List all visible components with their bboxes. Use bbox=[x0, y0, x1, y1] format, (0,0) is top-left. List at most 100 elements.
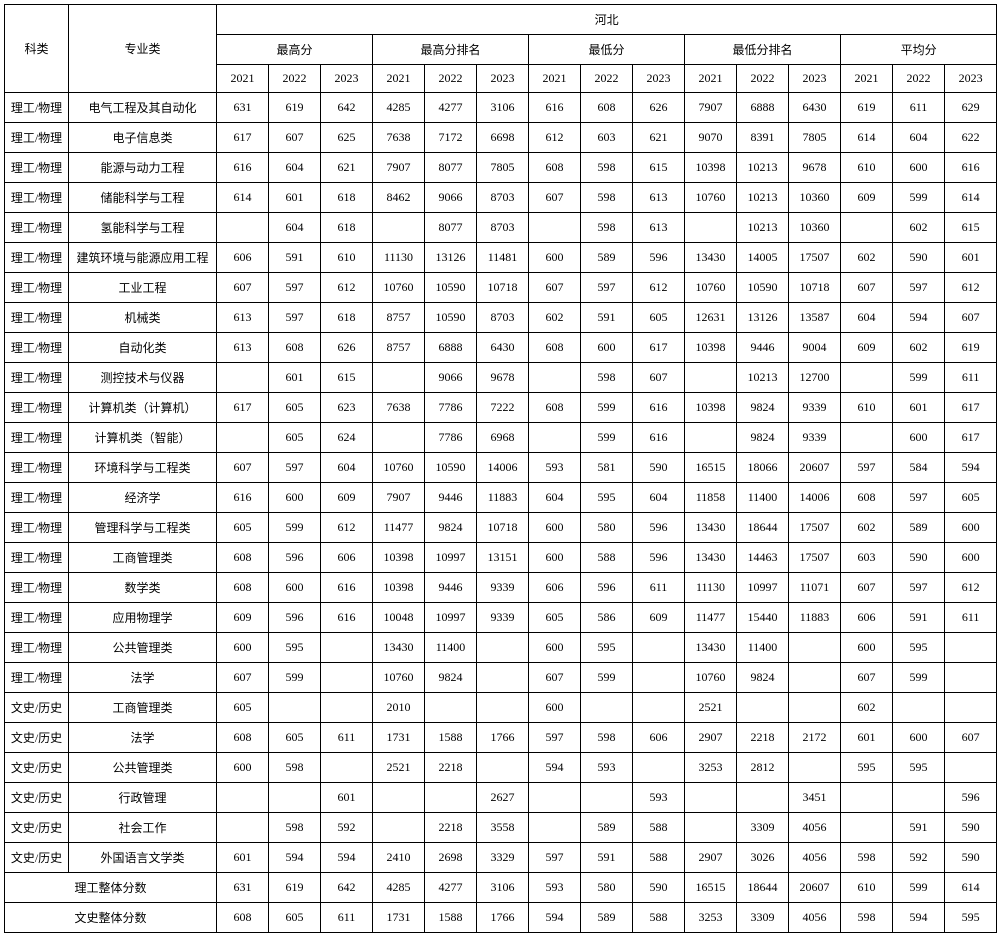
cell-value: 10718 bbox=[477, 513, 529, 543]
header-year: 2023 bbox=[477, 65, 529, 93]
cell-value: 606 bbox=[321, 543, 373, 573]
cell-value: 10048 bbox=[373, 603, 425, 633]
cell-value: 594 bbox=[529, 903, 581, 933]
cell-value bbox=[841, 363, 893, 393]
cell-major: 经济学 bbox=[69, 483, 217, 513]
table-row: 理工/物理管理科学与工程类605599612114779824107186005… bbox=[5, 513, 997, 543]
table-row: 文史/历史外国语言文学类6015945942410269833295975915… bbox=[5, 843, 997, 873]
cell-value: 2218 bbox=[425, 753, 477, 783]
cell-value bbox=[581, 693, 633, 723]
cell-value: 595 bbox=[581, 633, 633, 663]
cell-value: 8703 bbox=[477, 183, 529, 213]
cell-value bbox=[685, 813, 737, 843]
cell-value: 619 bbox=[841, 93, 893, 123]
cell-value: 596 bbox=[269, 543, 321, 573]
cell-value: 598 bbox=[581, 363, 633, 393]
cell-value: 617 bbox=[633, 333, 685, 363]
cell-value: 602 bbox=[841, 513, 893, 543]
cell-value: 13126 bbox=[425, 243, 477, 273]
cell-value: 597 bbox=[269, 303, 321, 333]
table-row: 文史/历史社会工作5985922218355858958833094056591… bbox=[5, 813, 997, 843]
cell-value: 614 bbox=[841, 123, 893, 153]
cell-value: 624 bbox=[321, 423, 373, 453]
table-row: 理工/物理电子信息类617607625763871726698612603621… bbox=[5, 123, 997, 153]
cell-value: 598 bbox=[581, 213, 633, 243]
cell-value: 602 bbox=[841, 243, 893, 273]
cell-value bbox=[321, 753, 373, 783]
cell-value: 11400 bbox=[425, 633, 477, 663]
cell-value: 615 bbox=[321, 363, 373, 393]
cell-value bbox=[841, 813, 893, 843]
cell-value: 11858 bbox=[685, 483, 737, 513]
cell-value: 9446 bbox=[425, 483, 477, 513]
cell-value: 619 bbox=[269, 93, 321, 123]
cell-value: 10590 bbox=[425, 453, 477, 483]
cell-value: 589 bbox=[893, 513, 945, 543]
cell-value: 604 bbox=[269, 213, 321, 243]
cell-value: 595 bbox=[893, 633, 945, 663]
cell-value: 595 bbox=[893, 753, 945, 783]
cell-category: 理工/物理 bbox=[5, 183, 69, 213]
table-row: 理工/物理数学类60860061610398944693396065966111… bbox=[5, 573, 997, 603]
cell-value: 14006 bbox=[789, 483, 841, 513]
cell-value: 616 bbox=[321, 603, 373, 633]
cell-value: 590 bbox=[893, 543, 945, 573]
cell-value: 10213 bbox=[737, 183, 789, 213]
cell-value: 642 bbox=[321, 93, 373, 123]
header-year: 2021 bbox=[685, 65, 737, 93]
cell-category: 理工/物理 bbox=[5, 393, 69, 423]
cell-value: 9824 bbox=[425, 663, 477, 693]
cell-value: 615 bbox=[633, 153, 685, 183]
cell-value: 6430 bbox=[477, 333, 529, 363]
cell-value bbox=[373, 363, 425, 393]
cell-value: 617 bbox=[945, 423, 997, 453]
cell-value: 607 bbox=[841, 663, 893, 693]
cell-value: 616 bbox=[217, 153, 269, 183]
cell-value: 600 bbox=[893, 423, 945, 453]
cell-value: 1731 bbox=[373, 903, 425, 933]
cell-value: 611 bbox=[945, 603, 997, 633]
cell-value: 618 bbox=[321, 303, 373, 333]
cell-value: 8077 bbox=[425, 213, 477, 243]
cell-value: 595 bbox=[581, 483, 633, 513]
cell-value: 9824 bbox=[737, 393, 789, 423]
cell-value bbox=[477, 693, 529, 723]
cell-value: 3309 bbox=[737, 813, 789, 843]
cell-value: 591 bbox=[269, 243, 321, 273]
cell-value: 599 bbox=[269, 663, 321, 693]
cell-value: 608 bbox=[581, 93, 633, 123]
cell-value: 11130 bbox=[685, 573, 737, 603]
cell-value: 1588 bbox=[425, 723, 477, 753]
cell-value: 597 bbox=[269, 453, 321, 483]
cell-value: 14005 bbox=[737, 243, 789, 273]
cell-value: 10398 bbox=[685, 153, 737, 183]
cell-value: 607 bbox=[945, 303, 997, 333]
cell-value: 3106 bbox=[477, 93, 529, 123]
cell-value bbox=[841, 783, 893, 813]
cell-value: 11130 bbox=[373, 243, 425, 273]
cell-value: 604 bbox=[321, 453, 373, 483]
cell-value: 606 bbox=[217, 243, 269, 273]
table-header: 科类 专业类 河北 最高分最高分排名最低分最低分排名平均分 2021202220… bbox=[5, 5, 997, 93]
summary-label: 文史整体分数 bbox=[5, 903, 217, 933]
cell-major: 电气工程及其自动化 bbox=[69, 93, 217, 123]
cell-value: 6888 bbox=[425, 333, 477, 363]
cell-category: 文史/历史 bbox=[5, 753, 69, 783]
cell-value: 9066 bbox=[425, 183, 477, 213]
cell-value: 616 bbox=[321, 573, 373, 603]
cell-value bbox=[633, 693, 685, 723]
cell-category: 理工/物理 bbox=[5, 543, 69, 573]
cell-value: 9004 bbox=[789, 333, 841, 363]
cell-value: 607 bbox=[841, 573, 893, 603]
cell-value: 4285 bbox=[373, 93, 425, 123]
cell-value: 590 bbox=[945, 813, 997, 843]
cell-value: 596 bbox=[633, 243, 685, 273]
cell-category: 理工/物理 bbox=[5, 423, 69, 453]
cell-value: 608 bbox=[217, 723, 269, 753]
cell-value bbox=[217, 423, 269, 453]
cell-value: 597 bbox=[581, 273, 633, 303]
cell-value: 2218 bbox=[425, 813, 477, 843]
cell-value: 626 bbox=[633, 93, 685, 123]
cell-value: 580 bbox=[581, 513, 633, 543]
cell-major: 法学 bbox=[69, 663, 217, 693]
